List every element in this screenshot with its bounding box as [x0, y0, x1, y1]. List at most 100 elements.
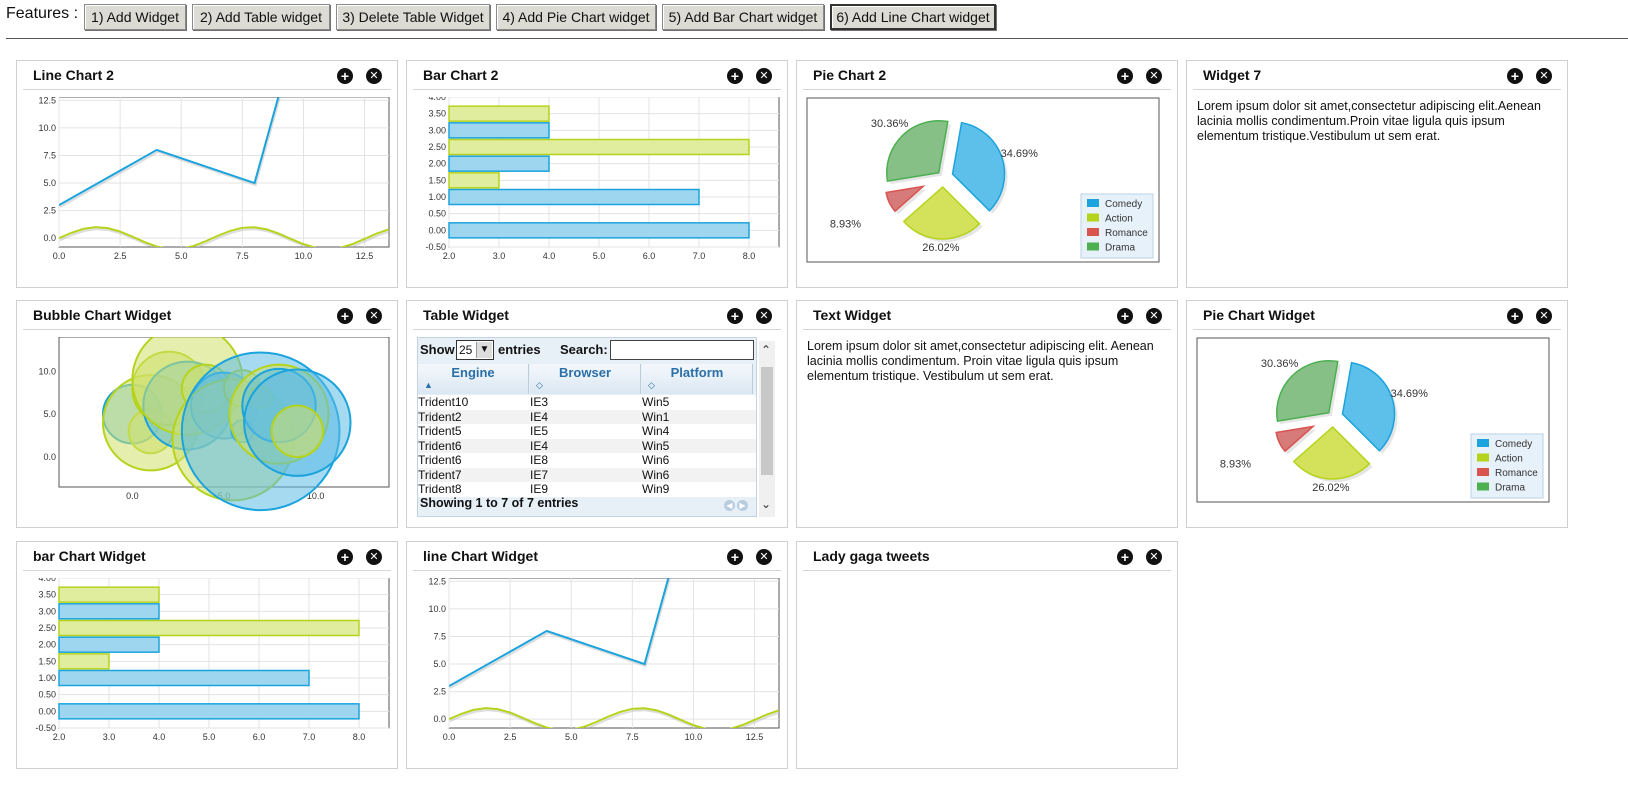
- x-tick-label: 5.0: [593, 251, 606, 261]
- legend-swatch: [1087, 213, 1099, 222]
- x-tick-label: 7.0: [693, 251, 706, 261]
- table-row[interactable]: Trident2 IE4 Win1: [418, 409, 756, 424]
- widget-title: Bar Chart 2: [423, 67, 499, 83]
- legend-swatch: [1477, 482, 1489, 491]
- close-circle-icon[interactable]: ✕: [756, 68, 772, 84]
- widget-title: Lady gaga tweets: [813, 548, 930, 564]
- y-tick-label: 2.50: [428, 142, 446, 152]
- pie-slice: [1276, 360, 1339, 422]
- plot-frame: [58, 578, 390, 729]
- table-cell: IE4: [530, 438, 549, 453]
- widget-header[interactable]: Table Widget + ✕: [413, 301, 781, 330]
- table-cell: Trident6: [418, 453, 462, 467]
- plus-circle-icon[interactable]: +: [1507, 68, 1523, 84]
- widget-pie-chart-2: Pie Chart 2 + ✕ 34.69% 26.02% 8.93% 30.36% C…: [796, 60, 1178, 288]
- x-tick-label: 10.0: [685, 732, 703, 742]
- close-circle-icon[interactable]: ✕: [1146, 308, 1162, 324]
- delete-table-widget-button[interactable]: 3) Delete Table Widget: [336, 4, 490, 30]
- widget-header[interactable]: Bar Chart 2 + ✕: [413, 61, 781, 90]
- table-info: Showing 1 to 7 of 7 entries: [420, 496, 579, 510]
- close-circle-icon[interactable]: ✕: [756, 549, 772, 565]
- plus-circle-icon[interactable]: +: [337, 308, 353, 324]
- widget-header[interactable]: Text Widget + ✕: [803, 301, 1171, 330]
- x-tick-label: 5.0: [565, 732, 578, 742]
- legend-label: Comedy: [1105, 199, 1142, 210]
- close-circle-icon[interactable]: ✕: [366, 308, 382, 324]
- plus-circle-icon[interactable]: +: [727, 308, 743, 324]
- add-table-widget-button[interactable]: 2) Add Table widget: [192, 4, 330, 30]
- widget-header[interactable]: Bubble Chart Widget + ✕: [23, 301, 391, 330]
- chart-area: 2.0 3.0 4.0 5.0 6.0 7.0 8.0 4.00 3.50 3.00 2.50 2.0…: [413, 97, 781, 283]
- add-pie-chart-widget-button[interactable]: 4) Add Pie Chart widget: [496, 4, 656, 30]
- table-row[interactable]: Trident8 IE9 Win9: [418, 482, 756, 497]
- widget-header[interactable]: line Chart Widget + ✕: [413, 542, 781, 571]
- add-line-chart-widget-button[interactable]: 6) Add Line Chart widget: [830, 4, 996, 30]
- plus-circle-icon[interactable]: +: [337, 68, 353, 84]
- table-row[interactable]: Trident10 IE3 Win5: [418, 395, 756, 410]
- plus-circle-icon[interactable]: +: [1117, 68, 1133, 84]
- bar: [58, 586, 160, 603]
- series-shadow: [449, 578, 779, 689]
- table-row[interactable]: Trident6 IE4 Win5: [418, 438, 756, 453]
- x-tick-label: 10.0: [295, 251, 313, 261]
- scrollbar[interactable]: ⌃ ⌄: [759, 341, 775, 517]
- widget-header[interactable]: Lady gaga tweets + ✕: [803, 542, 1171, 571]
- column-header-engine[interactable]: Engine ▲: [418, 364, 529, 394]
- add-widget-button[interactable]: 1) Add Widget: [84, 4, 186, 30]
- plus-circle-icon[interactable]: +: [337, 549, 353, 565]
- pie-chart: 34.69% 26.02% 8.93% 30.36% Comedy Action Roman…: [1196, 337, 1550, 503]
- chevron-down-icon[interactable]: ▼: [476, 342, 492, 358]
- add-bar-chart-widget-button[interactable]: 5) Add Bar Chart widget: [662, 4, 824, 30]
- close-circle-icon[interactable]: ✕: [1146, 549, 1162, 565]
- table-cell: Trident8: [418, 482, 462, 496]
- table-cell: IE7: [530, 467, 549, 482]
- bar: [448, 105, 550, 122]
- y-tick-label: 0.50: [38, 690, 56, 700]
- scrollbar-thumb[interactable]: [761, 367, 773, 475]
- widget-header[interactable]: Widget 7 + ✕: [1193, 61, 1561, 90]
- plus-circle-icon[interactable]: +: [727, 68, 743, 84]
- widget-bar-chart-2: Bar Chart 2 + ✕ 2.0 3.0 4.0 5.0 6.0 7.0 8.0 4.0…: [406, 60, 788, 288]
- close-circle-icon[interactable]: ✕: [366, 68, 382, 84]
- search-input[interactable]: [610, 340, 754, 360]
- table-cell: Win6: [642, 467, 670, 482]
- widget-header[interactable]: Pie Chart 2 + ✕: [803, 61, 1171, 90]
- widget-header[interactable]: Pie Chart Widget + ✕: [1193, 301, 1561, 330]
- y-tick-label: 3.50: [428, 109, 446, 119]
- table-row[interactable]: Trident6 IE8 Win6: [418, 453, 756, 468]
- sort-both-icon: ◇: [648, 380, 655, 390]
- widget-title: Line Chart 2: [33, 67, 114, 83]
- close-circle-icon[interactable]: ✕: [756, 308, 772, 324]
- chevron-up-icon[interactable]: ⌃: [761, 343, 772, 357]
- pie-chart: 34.69% 26.02% 8.93% 30.36% Comedy Action Roman…: [806, 97, 1160, 263]
- table-cell: Win5: [642, 395, 670, 409]
- x-tick-label: 8.0: [353, 732, 366, 742]
- plus-circle-icon[interactable]: +: [727, 549, 743, 565]
- x-tick-label: 2.5: [504, 732, 517, 742]
- table-row[interactable]: Trident5 IE5 Win4: [418, 424, 756, 439]
- widget-title: Text Widget: [813, 307, 892, 323]
- y-tick-label: 12.5: [428, 578, 446, 586]
- column-header-platform[interactable]: Platform ◇: [642, 364, 753, 394]
- close-circle-icon[interactable]: ✕: [366, 549, 382, 565]
- close-circle-icon[interactable]: ✕: [1536, 308, 1552, 324]
- previous-page-icon[interactable]: ◀: [724, 500, 735, 511]
- table-cell: Win5: [642, 438, 670, 453]
- pie-slice: [886, 120, 949, 182]
- widget-header[interactable]: Line Chart 2 + ✕: [23, 61, 391, 90]
- table-cell: Trident6: [418, 438, 462, 453]
- pie-data-label: 34.69%: [1001, 148, 1039, 160]
- next-page-icon[interactable]: ▶: [737, 500, 748, 511]
- widget-header[interactable]: bar Chart Widget + ✕: [23, 542, 391, 571]
- sort-ascending-icon: ▲: [424, 380, 433, 390]
- page-length-select[interactable]: 25 ▼: [456, 340, 494, 360]
- plus-circle-icon[interactable]: +: [1507, 308, 1523, 324]
- column-header-browser[interactable]: Browser ◇: [530, 364, 641, 394]
- x-tick-label: 12.5: [746, 732, 764, 742]
- chevron-down-icon[interactable]: ⌄: [761, 497, 772, 511]
- plus-circle-icon[interactable]: +: [1117, 308, 1133, 324]
- table-row[interactable]: Trident7 IE7 Win6: [418, 467, 756, 482]
- close-circle-icon[interactable]: ✕: [1146, 68, 1162, 84]
- plus-circle-icon[interactable]: +: [1117, 549, 1133, 565]
- close-circle-icon[interactable]: ✕: [1536, 68, 1552, 84]
